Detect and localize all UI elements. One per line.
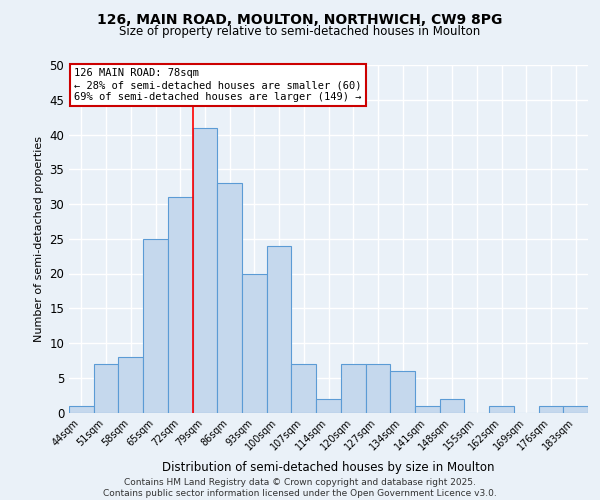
Text: Contains HM Land Registry data © Crown copyright and database right 2025.
Contai: Contains HM Land Registry data © Crown c…	[103, 478, 497, 498]
Bar	[267, 246, 292, 412]
Bar	[193, 128, 217, 412]
Bar	[539, 406, 563, 412]
X-axis label: Distribution of semi-detached houses by size in Moulton: Distribution of semi-detached houses by …	[162, 460, 495, 473]
Bar	[242, 274, 267, 412]
Bar	[316, 398, 341, 412]
Bar	[440, 398, 464, 412]
Bar	[365, 364, 390, 412]
Bar	[69, 406, 94, 412]
Bar	[94, 364, 118, 412]
Bar	[292, 364, 316, 412]
Text: 126, MAIN ROAD, MOULTON, NORTHWICH, CW9 8PG: 126, MAIN ROAD, MOULTON, NORTHWICH, CW9 …	[97, 12, 503, 26]
Bar	[168, 197, 193, 412]
Bar	[217, 183, 242, 412]
Bar	[118, 357, 143, 412]
Bar	[489, 406, 514, 412]
Bar	[415, 406, 440, 412]
Y-axis label: Number of semi-detached properties: Number of semi-detached properties	[34, 136, 44, 342]
Text: 126 MAIN ROAD: 78sqm
← 28% of semi-detached houses are smaller (60)
69% of semi-: 126 MAIN ROAD: 78sqm ← 28% of semi-detac…	[74, 68, 362, 102]
Bar	[341, 364, 365, 412]
Bar	[143, 239, 168, 412]
Text: Size of property relative to semi-detached houses in Moulton: Size of property relative to semi-detach…	[119, 25, 481, 38]
Bar	[390, 371, 415, 412]
Bar	[563, 406, 588, 412]
